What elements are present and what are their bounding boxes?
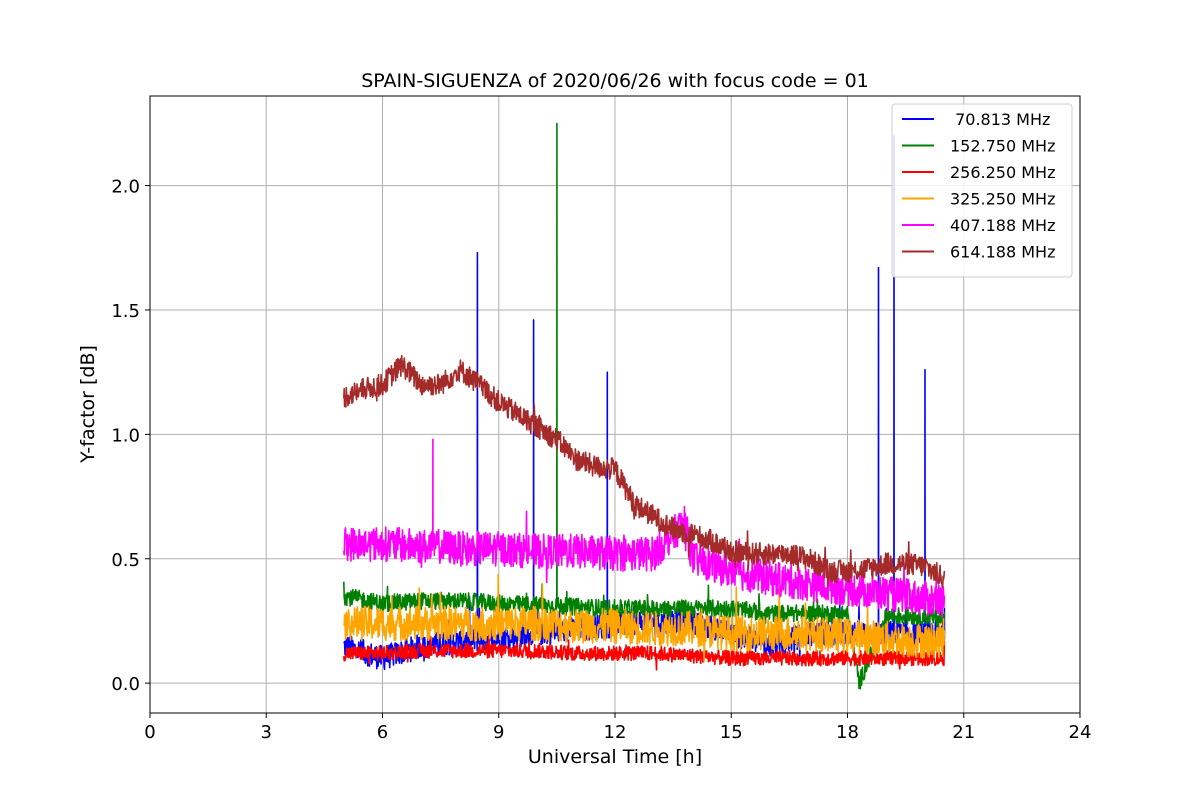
y-tick-label-3: 1.5 <box>111 301 140 322</box>
legend-label-5: 614.188 MHz <box>950 243 1055 262</box>
x-tick-label-4: 12 <box>604 722 627 743</box>
legend-box <box>891 103 1073 278</box>
legend-label-1: 152.750 MHz <box>950 137 1055 156</box>
x-tick-label-2: 6 <box>377 722 388 743</box>
y-tick-label-1: 0.5 <box>111 550 140 571</box>
legend-label-2: 256.250 MHz <box>950 163 1055 182</box>
series-line-5 <box>343 354 946 588</box>
x-tick-label-5: 15 <box>720 722 743 743</box>
series-line-3 <box>343 573 946 663</box>
x-tick-label-0: 0 <box>144 722 155 743</box>
series-line-1 <box>343 122 946 690</box>
legend: 70.813 MHz 152.750 MHz 256.250 MHz 325.250 … <box>891 103 1073 278</box>
legend-label-4: 407.188 MHz <box>950 216 1055 235</box>
x-tick-label-1: 3 <box>261 722 272 743</box>
plot-area <box>343 122 946 690</box>
series-line-4 <box>343 438 946 618</box>
x-tick-label-7: 21 <box>952 722 975 743</box>
x-tick-label-3: 9 <box>493 722 504 743</box>
y-tick-label-2: 1.0 <box>111 425 140 446</box>
legend-label-3: 325.250 MHz <box>950 190 1055 209</box>
x-tick-label-8: 24 <box>1069 722 1092 743</box>
chart-title: SPAIN-SIGUENZA of 2020/06/26 with focus … <box>361 70 869 92</box>
y-tick-label-4: 2.0 <box>111 177 140 198</box>
series-line-2 <box>343 635 946 671</box>
y-tick-label-0: 0.0 <box>111 674 140 695</box>
x-axis: 0 3 6 9 12 15 18 21 24 <box>144 713 1091 743</box>
y-axis: 0.0 0.5 1.0 1.5 2.0 <box>111 177 150 695</box>
y-axis-label: Y-factor [dB] <box>77 345 99 464</box>
x-tick-label-6: 18 <box>836 722 859 743</box>
legend-label-0: 70.813 MHz <box>950 110 1050 129</box>
x-axis-label: Universal Time [h] <box>528 746 702 768</box>
